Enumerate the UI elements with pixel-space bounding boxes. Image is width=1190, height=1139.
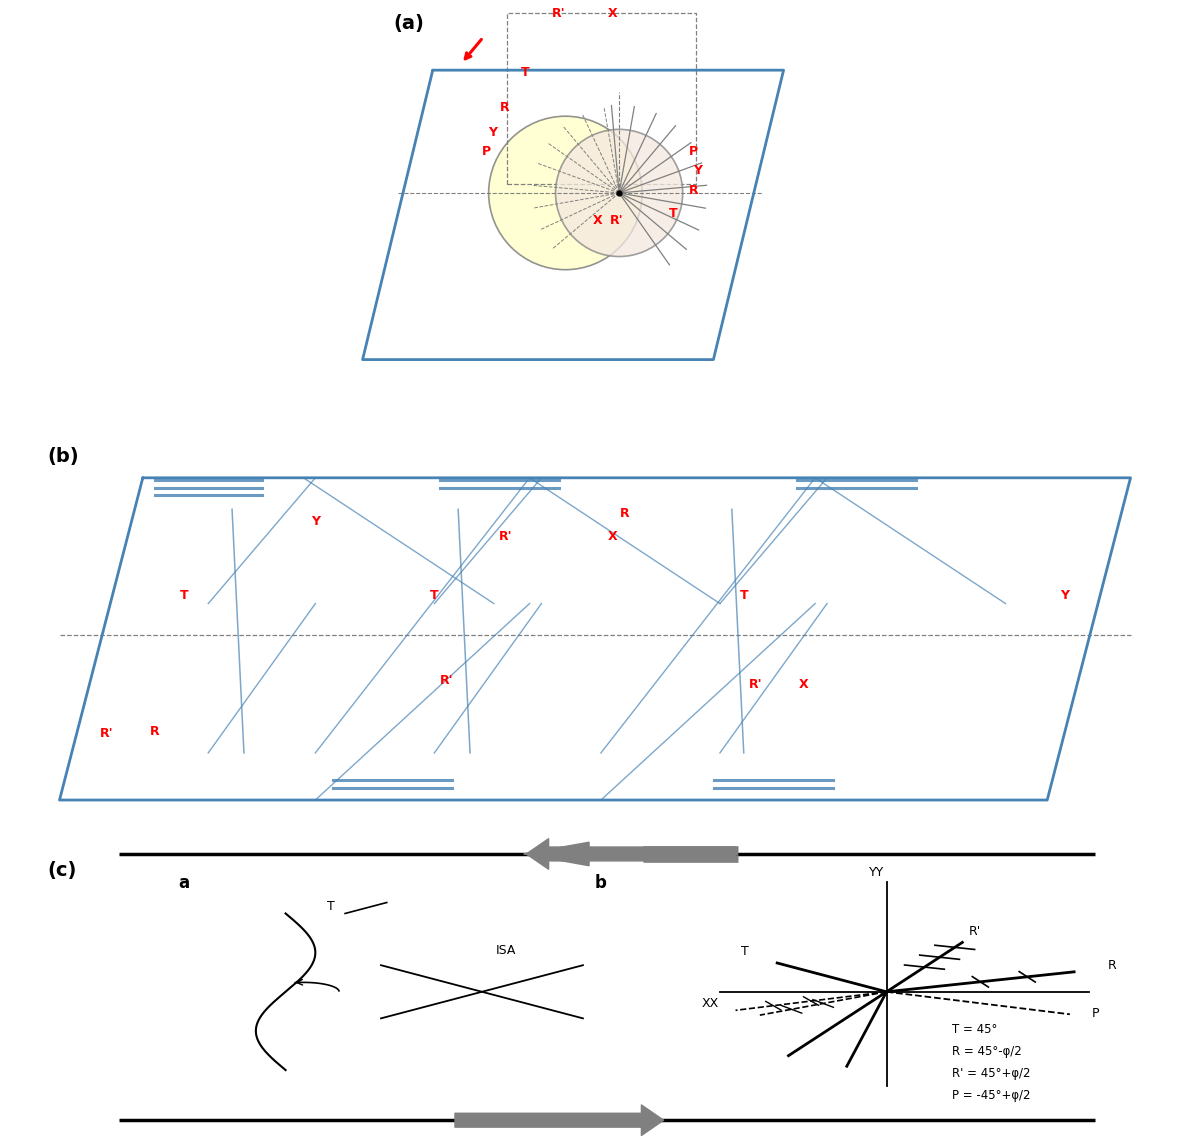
Text: T: T [180, 589, 189, 603]
Text: T = 45°: T = 45° [952, 1023, 997, 1036]
Text: X: X [608, 7, 618, 19]
Text: R': R' [439, 673, 453, 687]
Text: R': R' [100, 727, 114, 739]
Text: T: T [430, 589, 439, 603]
Text: ISA: ISA [495, 944, 516, 957]
Text: R: R [1108, 959, 1117, 973]
Text: P: P [1091, 1007, 1100, 1019]
Circle shape [489, 116, 643, 270]
Text: R': R' [552, 7, 566, 19]
Text: R' = 45°+φ/2: R' = 45°+φ/2 [952, 1067, 1031, 1080]
Text: T: T [327, 900, 336, 913]
Text: X: X [798, 678, 808, 690]
Text: (a): (a) [393, 14, 424, 33]
FancyArrowPatch shape [455, 1105, 664, 1136]
Text: X: X [608, 531, 618, 543]
Text: R': R' [749, 678, 763, 690]
Text: T: T [520, 66, 530, 79]
Text: P: P [482, 145, 490, 158]
Text: T: T [739, 589, 749, 603]
Text: Y: Y [694, 164, 702, 177]
Text: R': R' [499, 531, 513, 543]
Text: Y: Y [311, 515, 320, 527]
Text: R = 45°-φ/2: R = 45°-φ/2 [952, 1046, 1022, 1058]
Text: T: T [740, 945, 749, 958]
Text: X: X [594, 214, 603, 227]
Text: R': R' [609, 214, 624, 227]
Text: (c): (c) [48, 861, 77, 880]
Text: P = -45°+φ/2: P = -45°+φ/2 [952, 1089, 1031, 1101]
Text: R: R [620, 507, 630, 519]
FancyArrow shape [524, 842, 738, 866]
Text: a: a [178, 875, 189, 893]
Text: XX: XX [702, 998, 719, 1010]
Text: YY: YY [869, 866, 884, 879]
Text: R: R [500, 101, 511, 114]
Text: (b): (b) [48, 448, 80, 466]
Text: R: R [688, 185, 699, 197]
Text: R': R' [969, 925, 982, 937]
Text: T: T [669, 207, 677, 221]
Text: R: R [150, 724, 159, 738]
Text: b: b [595, 875, 607, 893]
Text: Y: Y [1060, 589, 1070, 603]
Text: P: P [689, 145, 699, 158]
Text: Y: Y [488, 126, 497, 139]
FancyArrowPatch shape [526, 838, 735, 869]
Circle shape [556, 130, 683, 256]
